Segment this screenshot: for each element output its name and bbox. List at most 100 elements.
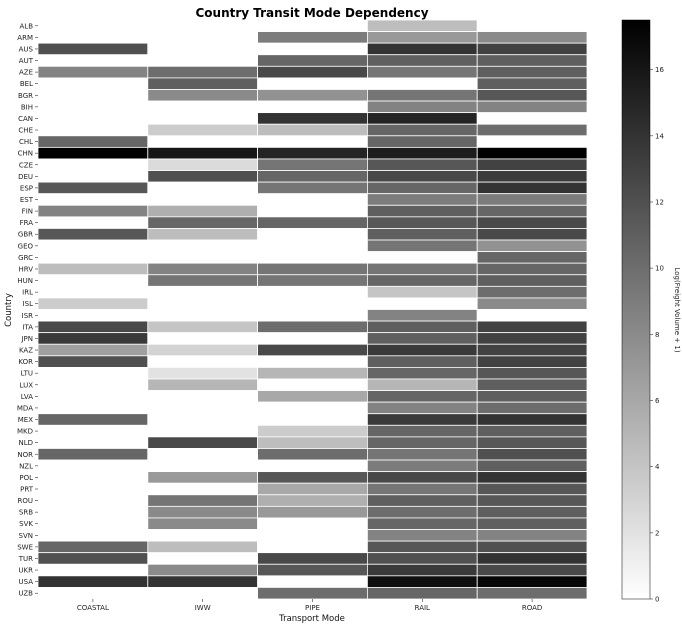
- heatmap-cell-arm-coastal: [37, 31, 149, 44]
- heatmap-cell-bih-pipe: [257, 100, 368, 114]
- heatmap-cell-hrv-iww: [147, 262, 259, 276]
- heatmap-cell-hrv-coastal: [37, 262, 149, 276]
- heatmap-cell-mkd-road: [476, 424, 588, 438]
- heatmap-cell-rou-rail: [366, 494, 478, 507]
- heatmap-cell-kaz-coastal: [37, 343, 149, 357]
- heatmap-cell-can-rail: [366, 112, 478, 125]
- row-tick-label: BIH: [21, 103, 33, 111]
- colorbar-tick-label: 8: [655, 331, 659, 339]
- heatmap-cell-nor-coastal: [37, 448, 149, 461]
- heatmap-cell-hrv-pipe: [257, 262, 368, 276]
- heatmap-cell-esp-iww: [147, 181, 259, 195]
- heatmap-cell-bih-iww: [147, 100, 259, 114]
- heatmap-cell-fra-coastal: [37, 216, 149, 229]
- heatmap-cell-prt-iww: [147, 482, 259, 496]
- heatmap-cell-kor-iww: [147, 355, 259, 368]
- heatmap-cell-svk-iww: [147, 517, 259, 530]
- heatmap-cell-pol-rail: [366, 471, 478, 484]
- heatmap-cell-aut-rail: [366, 54, 478, 67]
- heatmap-cell-lva-road: [476, 390, 588, 403]
- row-tick-label: EST: [20, 196, 34, 204]
- row-tick-label: TUR: [18, 555, 33, 563]
- colorbar-ticks: 0 2 4 6 8 10 12 14 16: [650, 66, 664, 604]
- heatmap-cell-ukr-pipe: [257, 563, 368, 577]
- row-tick-label: POL: [19, 474, 33, 482]
- heatmap-cell-isr-rail: [366, 309, 478, 322]
- heatmap-cell-uzb-road: [476, 587, 588, 600]
- colorbar: [621, 19, 651, 600]
- heatmap-cell-alb-pipe: [257, 19, 368, 32]
- heatmap-cell-isl-rail: [366, 297, 478, 310]
- heatmap-cell-aze-road: [476, 65, 588, 79]
- heatmap-cell-gbr-rail: [366, 228, 478, 241]
- heatmap-cell-che-rail: [366, 123, 478, 137]
- heatmap-cell-gbr-pipe: [257, 228, 368, 241]
- row-tick-label: ISR: [22, 312, 34, 320]
- heatmap-cell-jpn-rail: [366, 332, 478, 345]
- heatmap-cell-svn-coastal: [37, 529, 149, 542]
- heatmap-cell-aut-road: [476, 54, 588, 67]
- heatmap-cell-chn-pipe: [257, 146, 368, 160]
- heatmap-cell-prt-rail: [366, 482, 478, 496]
- heatmap-cell-tur-rail: [366, 552, 478, 565]
- column-tick-label: ROAD: [522, 604, 542, 612]
- heatmap-cell-aut-pipe: [257, 54, 368, 67]
- heatmap-cell-deu-rail: [366, 170, 478, 183]
- heatmap-cell-tur-road: [476, 552, 588, 565]
- row-tick-label: ITA: [22, 323, 33, 331]
- heatmap-cell-ltu-road: [476, 366, 588, 380]
- heatmap-cell-alb-iww: [147, 19, 259, 32]
- heatmap-cell-swe-coastal: [37, 540, 149, 554]
- heatmap-cell-fin-coastal: [37, 204, 149, 218]
- heatmap-cell-alb-road: [476, 19, 588, 32]
- heatmap-cell-rou-pipe: [257, 494, 368, 507]
- heatmap-cell-nor-iww: [147, 448, 259, 461]
- heatmap-cell-uzb-iww: [147, 587, 259, 600]
- heatmap-cell-pol-iww: [147, 471, 259, 484]
- row-tick-label: MDA: [17, 404, 33, 412]
- heatmap-cell-mex-pipe: [257, 413, 368, 426]
- heatmap-cell-mex-iww: [147, 413, 259, 426]
- heatmap-cell-mkd-rail: [366, 424, 478, 438]
- heatmap-cell-hun-iww: [147, 274, 259, 287]
- row-tick-label: USA: [19, 578, 34, 586]
- heatmap-cell-rou-coastal: [37, 494, 149, 507]
- row-tick-label: AUT: [19, 57, 34, 65]
- row-tick-label: CAN: [18, 115, 33, 123]
- heatmap-cell-grc-iww: [147, 251, 259, 264]
- heatmap-cell-mex-road: [476, 413, 588, 426]
- row-tick-label: SRB: [19, 509, 33, 517]
- heatmap-cell-kaz-road: [476, 343, 588, 357]
- heatmap-cell-jpn-pipe: [257, 332, 368, 345]
- colorbar-tick-label: 6: [655, 397, 660, 405]
- heatmap-cell-alb-coastal: [37, 19, 149, 32]
- heatmap-cell-est-road: [476, 193, 588, 206]
- heatmap-cell-nzl-iww: [147, 459, 259, 473]
- colorbar-tick-label: 4: [655, 463, 660, 471]
- heatmap-cell-isl-road: [476, 297, 588, 310]
- heatmap-cell-cze-coastal: [37, 158, 149, 171]
- heatmap-cell-bgr-pipe: [257, 89, 368, 102]
- heatmap-cell-prt-road: [476, 482, 588, 496]
- heatmap-cell-lva-pipe: [257, 390, 368, 403]
- heatmap-cell-bel-iww: [147, 77, 259, 90]
- heatmap-cells: [37, 19, 588, 600]
- heatmap-cell-geo-coastal: [37, 239, 149, 253]
- heatmap-cell-est-pipe: [257, 193, 368, 206]
- heatmap-cell-est-rail: [366, 193, 478, 206]
- heatmap-cell-swe-iww: [147, 540, 259, 554]
- heatmap-cell-esp-rail: [366, 181, 478, 195]
- heatmap-cell-irl-rail: [366, 285, 478, 299]
- column-tick-label: PIPE: [305, 604, 320, 612]
- heatmap-cell-bgr-iww: [147, 89, 259, 102]
- heatmap-cell-mex-coastal: [37, 413, 149, 426]
- heatmap-cell-tur-iww: [147, 552, 259, 565]
- heatmap-cell-aus-coastal: [37, 42, 149, 56]
- heatmap-cell-lux-coastal: [37, 378, 149, 391]
- heatmap-cell-chn-coastal: [37, 146, 149, 160]
- row-tick-label: CZE: [19, 161, 33, 169]
- heatmap-cell-bgr-road: [476, 89, 588, 102]
- heatmap-cell-fin-pipe: [257, 204, 368, 218]
- row-tick-label: BEL: [20, 80, 33, 88]
